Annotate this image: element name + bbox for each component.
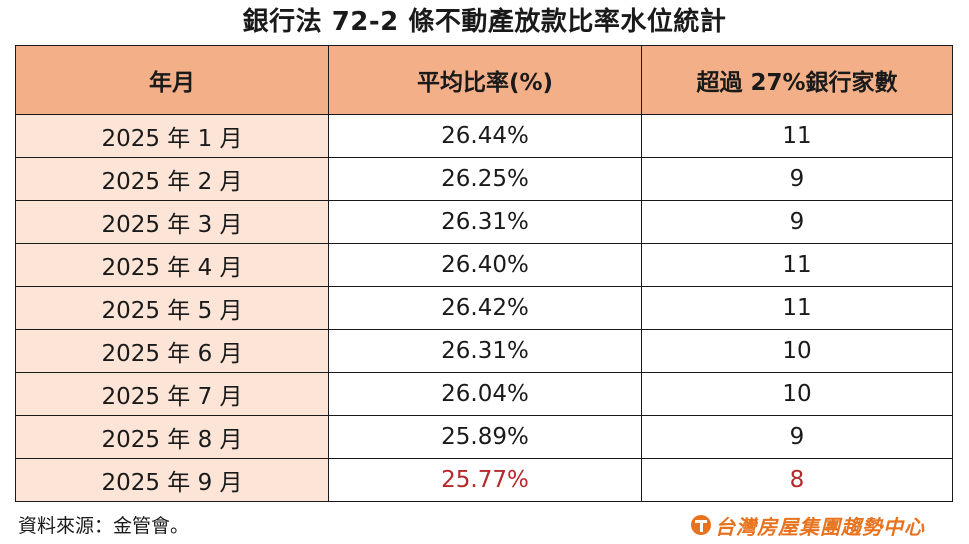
- ratio-cell: 26.40%: [328, 243, 642, 287]
- bank-count-cell: 10: [641, 329, 953, 373]
- header-bank-count: 超過 27%銀行家數: [641, 45, 953, 115]
- month-cell: 2025 年 8 月: [15, 415, 329, 459]
- bank-count-cell-highlighted: 8: [641, 458, 953, 502]
- source-note: 資料來源：金管會。: [18, 515, 190, 537]
- bank-count-cell: 11: [641, 243, 953, 287]
- month-cell: 2025 年 7 月: [15, 372, 329, 416]
- ratio-cell: 25.89%: [328, 415, 642, 459]
- ratio-cell: 26.42%: [328, 286, 642, 330]
- month-cell: 2025 年 9 月: [15, 458, 329, 502]
- table-row: 2025 年 1 月 26.44% 11: [15, 114, 953, 158]
- bank-count-cell: 10: [641, 372, 953, 416]
- month-cell: 2025 年 6 月: [15, 329, 329, 373]
- table-row-highlighted: 2025 年 9 月 25.77% 8: [15, 458, 953, 502]
- header-avg-ratio: 平均比率(%): [328, 45, 642, 115]
- month-cell: 2025 年 5 月: [15, 286, 329, 330]
- table-row: 2025 年 3 月 26.31% 9: [15, 200, 953, 244]
- t-circle-logo-icon: [691, 515, 711, 535]
- page-title: 銀行法 72-2 條不動產放款比率水位統計: [242, 7, 727, 37]
- table-row: 2025 年 2 月 26.25% 9: [15, 157, 953, 201]
- bank-count-cell: 11: [641, 114, 953, 158]
- ratio-table: 年月 平均比率(%) 超過 27%銀行家數 2025 年 1 月 26.44% …: [15, 45, 953, 502]
- table-row: 2025 年 5 月 26.42% 11: [15, 286, 953, 330]
- ratio-cell-highlighted: 25.77%: [328, 458, 642, 502]
- table-row: 2025 年 4 月 26.40% 11: [15, 243, 953, 287]
- table-row: 2025 年 7 月 26.04% 10: [15, 372, 953, 416]
- bank-count-cell: 9: [641, 200, 953, 244]
- bank-count-cell: 9: [641, 415, 953, 459]
- month-cell: 2025 年 2 月: [15, 157, 329, 201]
- table-row: 2025 年 8 月 25.89% 9: [15, 415, 953, 459]
- header-month: 年月: [15, 45, 329, 115]
- month-cell: 2025 年 4 月: [15, 243, 329, 287]
- brand-logo: 台灣房屋集團趨勢中心: [691, 512, 925, 539]
- bank-count-cell: 11: [641, 286, 953, 330]
- bank-count-cell: 9: [641, 157, 953, 201]
- table-row: 2025 年 6 月 26.31% 10: [15, 329, 953, 373]
- ratio-cell: 26.25%: [328, 157, 642, 201]
- ratio-cell: 26.31%: [328, 329, 642, 373]
- brand-name: 台灣房屋集團趨勢中心: [715, 514, 925, 539]
- table-header-row: 年月 平均比率(%) 超過 27%銀行家數: [15, 45, 953, 115]
- month-cell: 2025 年 3 月: [15, 200, 329, 244]
- month-cell: 2025 年 1 月: [15, 114, 329, 158]
- ratio-cell: 26.31%: [328, 200, 642, 244]
- ratio-cell: 26.44%: [328, 114, 642, 158]
- ratio-cell: 26.04%: [328, 372, 642, 416]
